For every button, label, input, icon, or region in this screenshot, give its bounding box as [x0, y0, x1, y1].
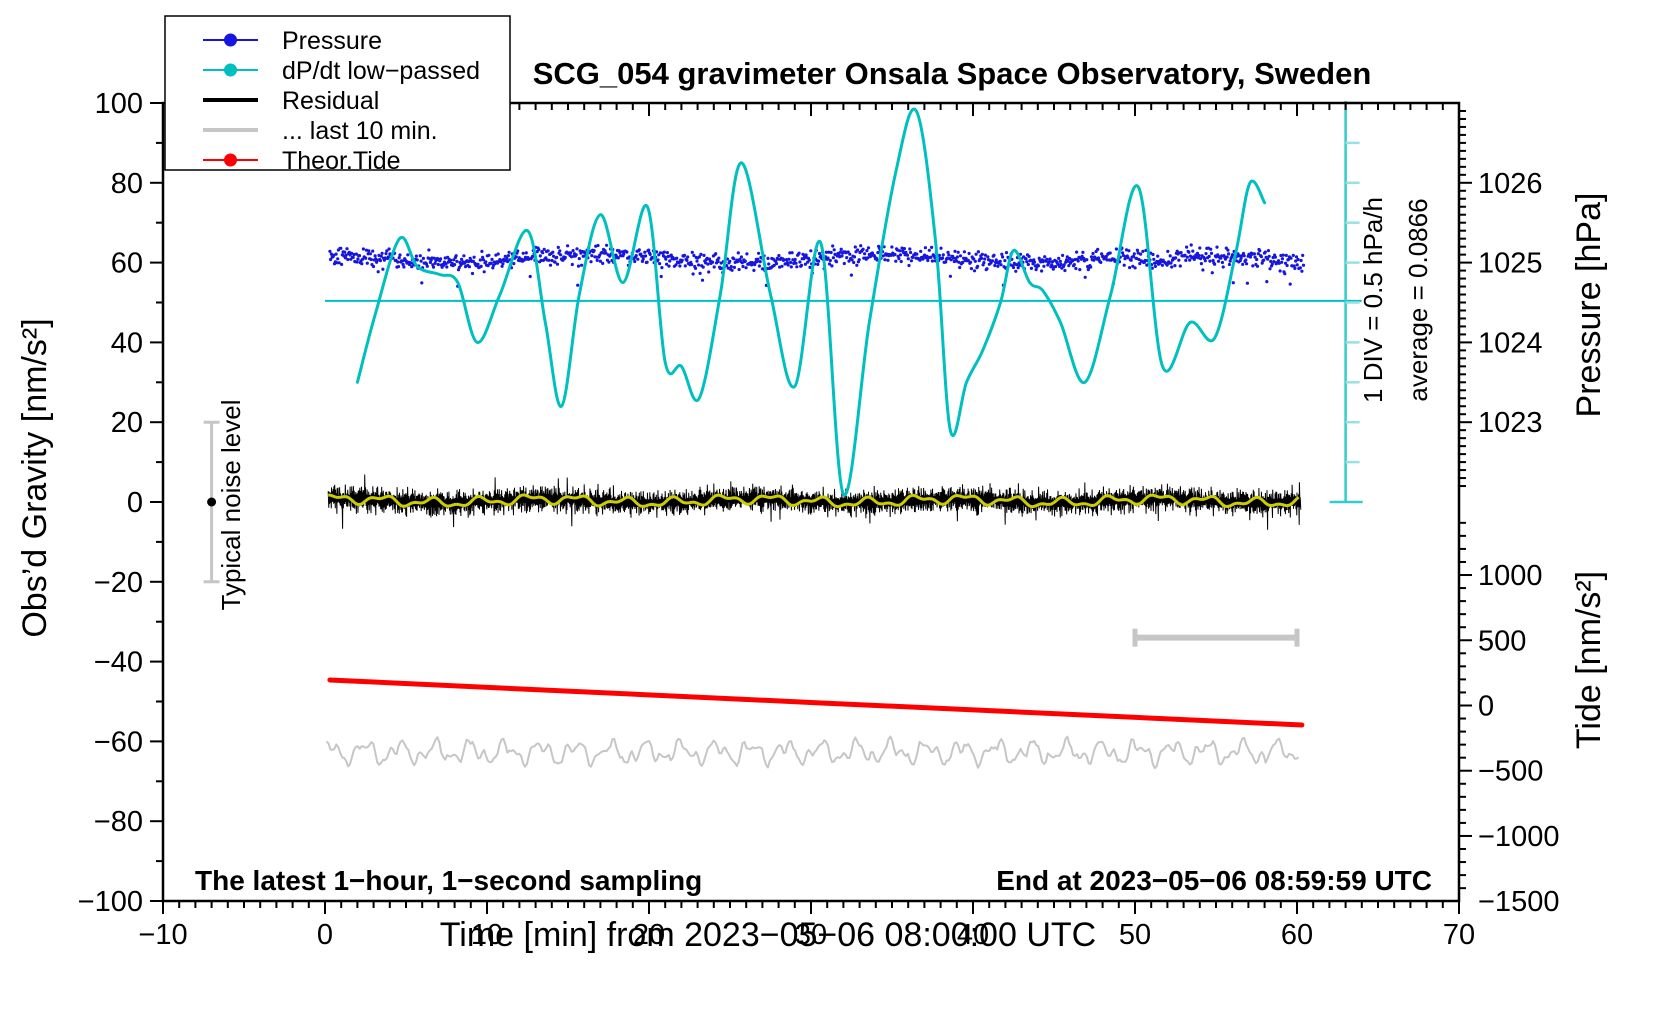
gravity-tick-label: −60 [94, 726, 143, 758]
dpdt-series [355, 107, 1267, 497]
gravity-tick-label: 20 [111, 407, 143, 439]
x-tick-label: 40 [957, 919, 989, 951]
tide-series [327, 677, 1305, 728]
footer-end-time: End at 2023−05−06 08:59:59 UTC [996, 865, 1432, 896]
x-tick-label: −10 [138, 919, 187, 951]
x-tick-label: 70 [1443, 919, 1475, 951]
y-axis-label-gravity: Obs’d Gravity [nm/s²] [16, 318, 54, 637]
residual-smooth-series [328, 493, 1300, 509]
chart-title: SCG_054 gravimeter Onsala Space Observat… [533, 56, 1372, 91]
y-axis-label-tide: Tide [nm/s²] [1570, 571, 1608, 749]
gravity-tick-label: 100 [95, 88, 143, 120]
gravity-tick-label: −100 [78, 886, 143, 918]
legend-entry-label: Theor.Tide [282, 147, 401, 175]
gravity-tick-label: 40 [111, 327, 143, 359]
legend-sample-dot [224, 33, 237, 47]
tide-tick-label: −500 [1478, 756, 1543, 788]
legend-entry-label: Pressure [282, 27, 382, 55]
gravity-tick-label: 0 [127, 487, 143, 519]
pressure-tick-label: 1023 [1478, 407, 1543, 439]
tide-tick-label: 1000 [1478, 560, 1543, 592]
gravity-tick-label: −40 [94, 647, 143, 679]
legend-box [164, 15, 511, 171]
noise-level-label: Typical noise level [216, 400, 246, 611]
legend-entry-label: ... last 10 min. [282, 117, 438, 145]
x-tick-label: 10 [471, 919, 503, 951]
tide-tick-label: 0 [1478, 690, 1494, 722]
legend-sample-dot [224, 63, 237, 77]
x-tick-label: 50 [1119, 919, 1151, 951]
gravity-tick-label: −20 [94, 567, 143, 599]
legend-entry-label: Residual [282, 87, 379, 115]
average-label: average = 0.0866 [1403, 198, 1433, 401]
x-tick-label: 60 [1281, 919, 1313, 951]
last10-series [325, 735, 1300, 770]
x-tick-label: 0 [317, 919, 333, 951]
footer-sampling-note: The latest 1−hour, 1−second sampling [195, 865, 702, 896]
div-scale-label: 1 DIV = 0.5 hPa/h [1358, 197, 1388, 403]
tide-tick-label: 500 [1478, 625, 1526, 657]
legend-entry-label: dP/dt low−passed [282, 57, 480, 85]
gravity-tick-label: 80 [111, 168, 143, 200]
tide-tick-label: −1000 [1478, 821, 1559, 853]
pressure-tick-label: 1026 [1478, 168, 1543, 200]
legend-sample-dot [224, 153, 237, 167]
tide-tick-label: −1500 [1478, 886, 1559, 918]
gravity-tick-label: 60 [111, 248, 143, 280]
x-tick-label: 30 [795, 919, 827, 951]
pressure-tick-label: 1024 [1478, 327, 1543, 359]
x-axis-label: Time [min] from 2023−05−06 08:00:00 UTC [440, 916, 1096, 954]
pressure-tick-label: 1025 [1478, 248, 1543, 280]
chart-dynamic-layer: −10 0 10 20 30 40 50 60 70100806040200−20−40−60−… [78, 15, 1559, 951]
y-axis-label-pressure: Pressure [hPa] [1570, 193, 1608, 418]
noise-errorbar-dot [207, 497, 217, 507]
x-tick-label: 20 [633, 919, 665, 951]
gravity-tick-label: −80 [94, 806, 143, 838]
